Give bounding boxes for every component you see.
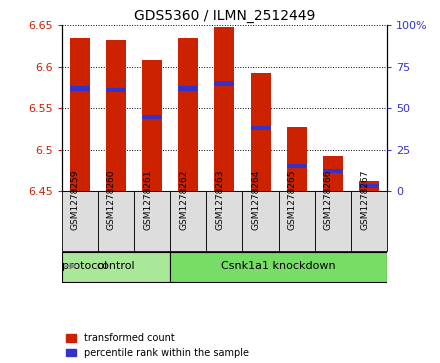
FancyBboxPatch shape [170,252,387,282]
Text: GSM1278261: GSM1278261 [143,170,152,231]
Text: GSM1278266: GSM1278266 [324,170,333,231]
Bar [287,164,307,168]
Text: GSM1278263: GSM1278263 [216,170,224,231]
Text: control: control [96,261,135,271]
FancyBboxPatch shape [62,191,98,250]
Bar [251,73,271,191]
Bar [178,86,198,90]
Bar [70,86,90,90]
Text: GSM1278259: GSM1278259 [71,170,80,231]
FancyBboxPatch shape [351,191,387,250]
FancyBboxPatch shape [206,191,242,250]
Text: GSM1278265: GSM1278265 [288,170,297,231]
FancyBboxPatch shape [315,191,351,250]
Bar [214,81,235,86]
Bar [323,169,343,174]
Legend: transformed count, percentile rank within the sample: transformed count, percentile rank withi… [66,333,249,358]
Bar [323,156,343,191]
Bar [251,126,271,130]
Title: GDS5360 / ILMN_2512449: GDS5360 / ILMN_2512449 [134,9,315,23]
FancyBboxPatch shape [98,191,134,250]
Text: GSM1278267: GSM1278267 [360,170,369,231]
FancyBboxPatch shape [242,191,279,250]
Bar [287,127,307,191]
Text: GSM1278264: GSM1278264 [252,170,260,231]
FancyBboxPatch shape [134,191,170,250]
FancyBboxPatch shape [170,191,206,250]
Bar [178,38,198,191]
Text: GSM1278260: GSM1278260 [107,170,116,231]
FancyBboxPatch shape [279,191,315,250]
Text: Csnk1a1 knockdown: Csnk1a1 knockdown [221,261,336,271]
FancyBboxPatch shape [62,252,170,282]
Bar [106,40,126,191]
Text: protocol: protocol [62,261,107,271]
Text: GSM1278262: GSM1278262 [179,170,188,231]
Bar [359,184,379,188]
Bar [142,60,162,191]
Bar [70,38,90,191]
Bar [359,180,379,191]
Bar [142,115,162,119]
Bar [214,27,235,191]
Bar [106,88,126,92]
